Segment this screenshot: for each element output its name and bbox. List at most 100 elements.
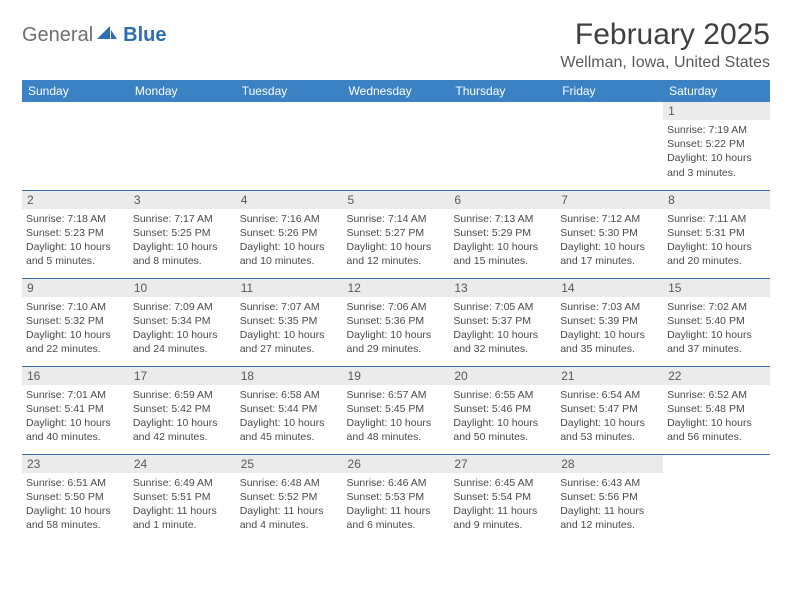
sunrise-line: Sunrise: 6:45 AM — [453, 476, 552, 490]
calendar-row: 2Sunrise: 7:18 AMSunset: 5:23 PMDaylight… — [22, 190, 770, 278]
daylight-line: Daylight: 10 hours and 10 minutes. — [240, 240, 339, 268]
daylight-line: Daylight: 10 hours and 58 minutes. — [26, 504, 125, 532]
calendar-cell: 7Sunrise: 7:12 AMSunset: 5:30 PMDaylight… — [556, 190, 663, 278]
day-details: Sunrise: 6:45 AMSunset: 5:54 PMDaylight:… — [453, 476, 552, 533]
sunrise-line: Sunrise: 6:54 AM — [560, 388, 659, 402]
day-number: 5 — [343, 191, 450, 209]
calendar-cell: 6Sunrise: 7:13 AMSunset: 5:29 PMDaylight… — [449, 190, 556, 278]
sunset-line: Sunset: 5:36 PM — [347, 314, 446, 328]
day-details: Sunrise: 7:03 AMSunset: 5:39 PMDaylight:… — [560, 300, 659, 357]
day-content: 26 Sunrise: 6:46 AMSunset: 5:53 PMDayligh… — [343, 455, 450, 537]
sunrise-line: Sunrise: 6:59 AM — [133, 388, 232, 402]
daylight-line: Daylight: 10 hours and 50 minutes. — [453, 416, 552, 444]
day-number: 13 — [449, 279, 556, 297]
daylight-line: Daylight: 10 hours and 29 minutes. — [347, 328, 446, 356]
calendar-cell: 1Sunrise: 7:19 AMSunset: 5:22 PMDaylight… — [663, 102, 770, 190]
day-details: Sunrise: 6:55 AMSunset: 5:46 PMDaylight:… — [453, 388, 552, 445]
day-content: 19Sunrise: 6:57 AMSunset: 5:45 PMDayligh… — [343, 367, 450, 449]
day-details: Sunrise: 7:09 AMSunset: 5:34 PMDaylight:… — [133, 300, 232, 357]
calendar-cell: 14Sunrise: 7:03 AMSunset: 5:39 PMDayligh… — [556, 278, 663, 366]
daylight-line: Daylight: 10 hours and 24 minutes. — [133, 328, 232, 356]
sunrise-line: Sunrise: 7:06 AM — [347, 300, 446, 314]
day-number: 18 — [236, 367, 343, 385]
day-content: 9Sunrise: 7:10 AMSunset: 5:32 PMDaylight… — [22, 279, 129, 361]
day-number: 17 — [129, 367, 236, 385]
sunset-line: Sunset: 5:53 PM — [347, 490, 446, 504]
weekday-header: Friday — [556, 80, 663, 102]
day-content: 10Sunrise: 7:09 AMSunset: 5:34 PMDayligh… — [129, 279, 236, 361]
calendar-page: General Blue February 2025 Wellman, Iowa… — [0, 0, 792, 552]
sunset-line: Sunset: 5:34 PM — [133, 314, 232, 328]
day-number: 8 — [663, 191, 770, 209]
logo: General Blue — [22, 18, 167, 47]
day-content: 3Sunrise: 7:17 AMSunset: 5:25 PMDaylight… — [129, 191, 236, 273]
day-details: Sunrise: 7:01 AMSunset: 5:41 PMDaylight:… — [26, 388, 125, 445]
sunset-line: Sunset: 5:40 PM — [667, 314, 766, 328]
daylight-line: Daylight: 10 hours and 27 minutes. — [240, 328, 339, 356]
calendar-cell: 18Sunrise: 6:58 AMSunset: 5:44 PMDayligh… — [236, 366, 343, 454]
title-block: February 2025 Wellman, Iowa, United Stat… — [560, 18, 770, 72]
daylight-line: Daylight: 10 hours and 48 minutes. — [347, 416, 446, 444]
day-number: 4 — [236, 191, 343, 209]
day-content: 22Sunrise: 6:52 AMSunset: 5:48 PMDayligh… — [663, 367, 770, 449]
daylight-line: Daylight: 10 hours and 22 minutes. — [26, 328, 125, 356]
sunset-line: Sunset: 5:56 PM — [560, 490, 659, 504]
location-text: Wellman, Iowa, United States — [560, 54, 770, 72]
day-content: 27 Sunrise: 6:45 AMSunset: 5:54 PMDayligh… — [449, 455, 556, 537]
day-number: 22 — [663, 367, 770, 385]
daylight-line: Daylight: 11 hours and 1 minute. — [133, 504, 232, 532]
logo-sail-icon — [97, 24, 119, 47]
calendar-cell — [22, 102, 129, 190]
sunset-line: Sunset: 5:23 PM — [26, 226, 125, 240]
sunrise-line: Sunrise: 6:48 AM — [240, 476, 339, 490]
sunrise-line: Sunrise: 7:09 AM — [133, 300, 232, 314]
sunset-line: Sunset: 5:35 PM — [240, 314, 339, 328]
day-number: 23 — [22, 455, 129, 473]
daylight-line: Daylight: 11 hours and 12 minutes. — [560, 504, 659, 532]
day-number: 26 — [343, 455, 450, 473]
sunset-line: Sunset: 5:27 PM — [347, 226, 446, 240]
daylight-line: Daylight: 10 hours and 5 minutes. — [26, 240, 125, 268]
day-number: 27 — [449, 455, 556, 473]
day-details: Sunrise: 6:46 AMSunset: 5:53 PMDaylight:… — [347, 476, 446, 533]
day-content: 8 Sunrise: 7:11 AMSunset: 5:31 PMDaylight… — [663, 191, 770, 273]
day-number: 11 — [236, 279, 343, 297]
calendar-cell: 13Sunrise: 7:05 AMSunset: 5:37 PMDayligh… — [449, 278, 556, 366]
calendar-row: 1Sunrise: 7:19 AMSunset: 5:22 PMDaylight… — [22, 102, 770, 190]
daylight-line: Daylight: 10 hours and 8 minutes. — [133, 240, 232, 268]
sunrise-line: Sunrise: 7:02 AM — [667, 300, 766, 314]
sunrise-line: Sunrise: 7:16 AM — [240, 212, 339, 226]
sunset-line: Sunset: 5:29 PM — [453, 226, 552, 240]
calendar-cell — [343, 102, 450, 190]
calendar-row: 23Sunrise: 6:51 AMSunset: 5:50 PMDayligh… — [22, 454, 770, 542]
day-details: Sunrise: 7:11 AMSunset: 5:31 PMDaylight:… — [667, 212, 766, 269]
sunrise-line: Sunrise: 7:18 AM — [26, 212, 125, 226]
sunset-line: Sunset: 5:25 PM — [133, 226, 232, 240]
day-content: 21Sunrise: 6:54 AMSunset: 5:47 PMDayligh… — [556, 367, 663, 449]
calendar-cell: 10Sunrise: 7:09 AMSunset: 5:34 PMDayligh… — [129, 278, 236, 366]
day-content: 28Sunrise: 6:43 AMSunset: 5:56 PMDayligh… — [556, 455, 663, 537]
sunset-line: Sunset: 5:37 PM — [453, 314, 552, 328]
day-details: Sunrise: 7:19 AMSunset: 5:22 PMDaylight:… — [667, 123, 766, 180]
daylight-line: Daylight: 10 hours and 20 minutes. — [667, 240, 766, 268]
calendar-cell: 5Sunrise: 7:14 AMSunset: 5:27 PMDaylight… — [343, 190, 450, 278]
sunrise-line: Sunrise: 7:12 AM — [560, 212, 659, 226]
day-details: Sunrise: 6:59 AMSunset: 5:42 PMDaylight:… — [133, 388, 232, 445]
day-number: 16 — [22, 367, 129, 385]
day-number: 20 — [449, 367, 556, 385]
day-content: 16 Sunrise: 7:01 AMSunset: 5:41 PMDayligh… — [22, 367, 129, 449]
calendar-cell — [556, 102, 663, 190]
calendar-cell: 25Sunrise: 6:48 AMSunset: 5:52 PMDayligh… — [236, 454, 343, 542]
logo-word-1: General — [22, 24, 93, 47]
day-number: 9 — [22, 279, 129, 297]
sunset-line: Sunset: 5:54 PM — [453, 490, 552, 504]
weekday-header: Sunday — [22, 80, 129, 102]
day-number: 24 — [129, 455, 236, 473]
sunrise-line: Sunrise: 6:43 AM — [560, 476, 659, 490]
sunset-line: Sunset: 5:52 PM — [240, 490, 339, 504]
day-details: Sunrise: 7:18 AMSunset: 5:23 PMDaylight:… — [26, 212, 125, 269]
day-content: 23Sunrise: 6:51 AMSunset: 5:50 PMDayligh… — [22, 455, 129, 537]
day-content: 2Sunrise: 7:18 AMSunset: 5:23 PMDaylight… — [22, 191, 129, 273]
day-number: 3 — [129, 191, 236, 209]
daylight-line: Daylight: 11 hours and 4 minutes. — [240, 504, 339, 532]
